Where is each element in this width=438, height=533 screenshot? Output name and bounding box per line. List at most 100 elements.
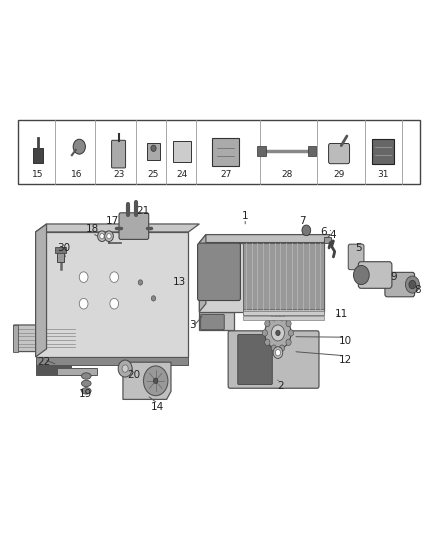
- Bar: [13, 325, 18, 352]
- FancyBboxPatch shape: [112, 140, 126, 168]
- Text: 24: 24: [176, 170, 187, 179]
- Bar: [307, 146, 316, 156]
- Bar: [55, 247, 66, 253]
- Circle shape: [271, 314, 276, 321]
- Polygon shape: [199, 312, 234, 330]
- FancyBboxPatch shape: [119, 213, 149, 239]
- Text: 29: 29: [333, 170, 345, 179]
- Circle shape: [138, 280, 143, 285]
- Circle shape: [151, 296, 155, 301]
- Bar: [243, 316, 324, 320]
- Ellipse shape: [81, 380, 91, 386]
- FancyBboxPatch shape: [328, 143, 350, 164]
- Circle shape: [273, 347, 283, 359]
- Text: 4: 4: [329, 230, 336, 240]
- Text: 21: 21: [136, 206, 149, 216]
- Polygon shape: [35, 365, 71, 375]
- Bar: [173, 141, 191, 161]
- Bar: [147, 143, 160, 160]
- Circle shape: [122, 365, 128, 372]
- Text: 14: 14: [151, 402, 165, 413]
- Circle shape: [265, 339, 270, 345]
- Polygon shape: [14, 325, 77, 352]
- Circle shape: [100, 233, 104, 239]
- Polygon shape: [199, 235, 206, 312]
- FancyBboxPatch shape: [358, 262, 392, 288]
- Circle shape: [153, 378, 158, 383]
- Circle shape: [302, 225, 311, 236]
- Text: 8: 8: [414, 286, 421, 295]
- Circle shape: [262, 330, 268, 336]
- Text: 1: 1: [242, 211, 248, 221]
- Bar: [32, 148, 43, 163]
- FancyBboxPatch shape: [348, 244, 364, 270]
- Circle shape: [98, 231, 106, 241]
- Text: 31: 31: [377, 170, 389, 179]
- Circle shape: [265, 317, 291, 349]
- Text: 7: 7: [299, 216, 305, 227]
- Text: 17: 17: [106, 216, 119, 227]
- Circle shape: [286, 320, 291, 327]
- Circle shape: [73, 139, 85, 154]
- Bar: [57, 251, 64, 262]
- Circle shape: [409, 280, 416, 289]
- Circle shape: [107, 233, 111, 239]
- FancyBboxPatch shape: [201, 314, 224, 330]
- Text: 6: 6: [321, 227, 327, 237]
- FancyBboxPatch shape: [238, 335, 272, 384]
- Text: 3: 3: [190, 320, 196, 330]
- FancyBboxPatch shape: [228, 331, 319, 388]
- Bar: [243, 311, 324, 316]
- Circle shape: [110, 272, 119, 282]
- Circle shape: [276, 350, 281, 356]
- Polygon shape: [199, 235, 330, 243]
- Circle shape: [272, 325, 285, 341]
- Text: 16: 16: [71, 170, 83, 179]
- Circle shape: [276, 330, 280, 336]
- Text: 12: 12: [339, 354, 352, 365]
- Circle shape: [79, 298, 88, 309]
- Text: 11: 11: [335, 309, 348, 319]
- Circle shape: [406, 276, 420, 293]
- Polygon shape: [35, 357, 188, 365]
- Text: 5: 5: [355, 243, 362, 253]
- Bar: [18, 120, 420, 184]
- Text: 2: 2: [277, 381, 283, 391]
- Circle shape: [79, 272, 88, 282]
- Text: 28: 28: [281, 170, 292, 179]
- Circle shape: [151, 145, 156, 151]
- Circle shape: [279, 314, 285, 321]
- Text: 19: 19: [79, 389, 92, 399]
- Circle shape: [271, 345, 276, 351]
- Circle shape: [288, 330, 293, 336]
- Bar: [324, 237, 331, 243]
- Circle shape: [265, 320, 270, 327]
- Circle shape: [118, 360, 132, 377]
- Ellipse shape: [81, 387, 91, 394]
- Text: 13: 13: [173, 278, 186, 287]
- Bar: [243, 243, 324, 312]
- Circle shape: [279, 345, 285, 351]
- Text: 25: 25: [148, 170, 159, 179]
- Polygon shape: [57, 368, 97, 375]
- Ellipse shape: [81, 373, 91, 379]
- Bar: [212, 138, 239, 166]
- Text: 18: 18: [86, 224, 99, 235]
- Circle shape: [105, 231, 113, 241]
- Text: 9: 9: [390, 272, 397, 282]
- Polygon shape: [35, 224, 46, 357]
- Bar: [257, 146, 266, 156]
- Polygon shape: [123, 362, 171, 399]
- Circle shape: [110, 298, 119, 309]
- Text: 27: 27: [220, 170, 231, 179]
- Text: 10: 10: [339, 336, 352, 346]
- Text: 20: 20: [127, 370, 141, 381]
- Text: 30: 30: [57, 243, 71, 253]
- Text: 23: 23: [113, 170, 124, 179]
- Text: 22: 22: [38, 357, 51, 367]
- Circle shape: [353, 265, 369, 285]
- Polygon shape: [35, 224, 199, 232]
- FancyBboxPatch shape: [385, 272, 415, 297]
- Circle shape: [286, 339, 291, 345]
- Bar: [35, 232, 188, 357]
